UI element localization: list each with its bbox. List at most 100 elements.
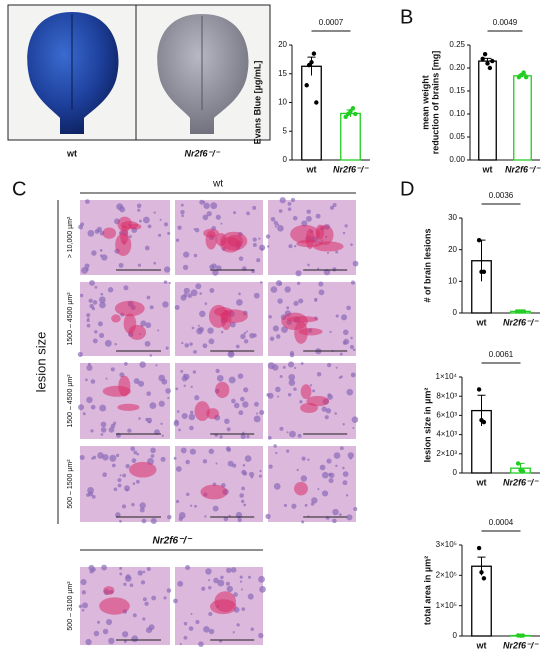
nucleus (226, 585, 233, 593)
nucleus (210, 202, 218, 210)
nucleus (96, 226, 103, 233)
nucleus (267, 436, 272, 440)
x-tick-label: Nr2f6⁻/⁻ (503, 640, 539, 650)
data-point (476, 387, 482, 392)
nucleus (321, 490, 329, 497)
lesion (215, 381, 230, 399)
nucleus (230, 567, 237, 573)
nucleus (305, 215, 312, 222)
nucleus (247, 575, 251, 579)
nucleus (101, 254, 108, 261)
nucleus (90, 379, 96, 384)
nucleus (317, 267, 320, 270)
data-point (479, 570, 484, 575)
nucleus (183, 384, 186, 387)
nucleus (238, 292, 241, 296)
nucleus (278, 209, 283, 213)
data-point (348, 108, 353, 114)
nucleus (198, 326, 204, 333)
nucleus (199, 199, 205, 205)
nucleus (133, 450, 138, 455)
nucleus (98, 296, 106, 304)
y-tick-label: 2×10⁵ (436, 570, 457, 579)
nucleus (309, 384, 313, 387)
data-point (481, 576, 487, 581)
nucleus (187, 293, 193, 299)
nucleus (119, 572, 123, 576)
lesion (103, 586, 115, 595)
nucleus (88, 491, 94, 497)
nucleus (293, 366, 297, 370)
nucleus (301, 456, 306, 461)
nucleus (277, 225, 284, 232)
nucleus (110, 367, 115, 372)
nucleus (208, 611, 213, 617)
nucleus (86, 313, 91, 318)
nucleus (176, 410, 180, 413)
nucleus (316, 372, 322, 377)
data-point (523, 75, 529, 80)
nucleus (86, 396, 93, 404)
nucleus (183, 251, 190, 258)
nucleus (180, 203, 184, 207)
nucleus (180, 369, 184, 373)
nucleus (204, 302, 208, 305)
nucleus (165, 388, 171, 394)
nucleus (195, 619, 200, 624)
nucleus (212, 505, 219, 512)
nucleus (352, 348, 356, 352)
nucleus (291, 503, 297, 509)
nucleus (259, 281, 263, 284)
nucleus (335, 464, 338, 468)
nucleus (279, 282, 283, 286)
data-point (485, 61, 490, 66)
nucleus (189, 425, 194, 431)
x-tick-label: wt (306, 164, 317, 174)
histology-image (268, 280, 356, 358)
nucleus (136, 452, 140, 456)
nucleus (342, 480, 348, 486)
p-value: 0.0004 (489, 518, 514, 527)
data-point (476, 237, 482, 243)
nucleus (181, 214, 184, 218)
p-value: 0.0007 (319, 18, 344, 27)
y-tick-label: 0 (453, 308, 458, 317)
nucleus (178, 428, 181, 432)
nucleus (197, 324, 200, 327)
nucleus (241, 469, 247, 475)
panel-label: C (12, 178, 26, 200)
nucleus (243, 339, 249, 344)
nucleus (275, 386, 281, 393)
nucleus (175, 466, 182, 472)
nucleus (279, 426, 284, 431)
nucleus (139, 502, 146, 509)
nucleus (272, 364, 279, 371)
nucleus (177, 580, 184, 587)
nucleus (173, 598, 178, 604)
nucleus (274, 225, 278, 228)
nucleus (125, 488, 129, 492)
nucleus (240, 434, 246, 440)
panel-label: B (400, 6, 413, 28)
nucleus (332, 508, 339, 516)
nucleus (338, 513, 342, 516)
nucleus (345, 494, 349, 497)
nucleus (86, 364, 93, 371)
nucleus (294, 245, 297, 248)
histology-image (174, 281, 263, 358)
nucleus (190, 410, 194, 414)
x-tick-label: Nr2f6⁻/⁻ (503, 317, 539, 327)
nucleus (248, 471, 255, 478)
nucleus (290, 197, 296, 203)
nucleus (138, 380, 145, 387)
row-label: > 10,000 µm² (67, 216, 74, 258)
panel-label: D (400, 178, 414, 200)
nucleus (190, 385, 193, 388)
brain-wt (27, 12, 119, 134)
nucleus (119, 206, 126, 213)
nucleus (91, 250, 97, 256)
nucleus (246, 434, 250, 439)
nucleus (288, 379, 296, 386)
y-tick-label: 0 (283, 155, 288, 164)
nucleus (317, 488, 320, 491)
